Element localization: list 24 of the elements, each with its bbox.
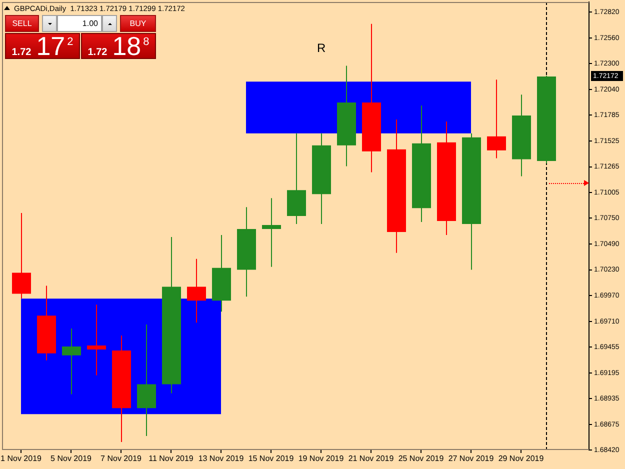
x-tick-label: 13 Nov 2019 — [198, 454, 244, 464]
x-tick-label: 5 Nov 2019 — [50, 454, 92, 464]
lot-field: 1.00 — [57, 15, 102, 32]
x-tick-label: 25 Nov 2019 — [398, 454, 444, 464]
candlestick — [62, 328, 81, 395]
x-tick-label: 1 Nov 2019 — [0, 454, 42, 464]
candlestick — [262, 198, 281, 268]
candlestick — [487, 79, 506, 159]
candlestick — [187, 258, 206, 324]
candlestick — [12, 212, 31, 300]
candlestick — [137, 324, 156, 437]
x-tick-label: 19 Nov 2019 — [298, 454, 344, 464]
x-tick-label: 11 Nov 2019 — [148, 454, 194, 464]
annotation: R — [317, 41, 326, 55]
sell-price-box: 1.72 17$^{2}$ — [5, 33, 80, 59]
buy-button: BUY — [120, 15, 156, 32]
x-tick-label: 7 Nov 2019 — [100, 454, 142, 464]
x-tick-label: 29 Nov 2019 — [498, 454, 544, 464]
x-tick-label: 15 Nov 2019 — [248, 454, 294, 464]
x-tick-label: 21 Nov 2019 — [348, 454, 394, 464]
buy-price-box: 1.72 18$^{8}$ — [81, 33, 156, 59]
sell-button: SELL — [5, 15, 39, 32]
candlestick — [87, 304, 106, 376]
x-tick-label: 27 Nov 2019 — [448, 454, 494, 464]
